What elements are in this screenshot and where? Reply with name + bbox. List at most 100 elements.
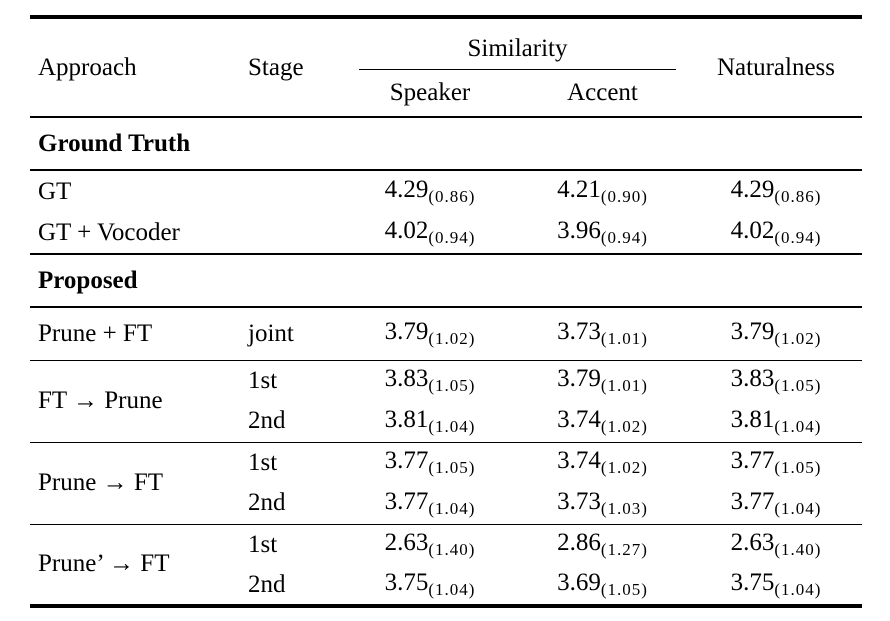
section-title-ground-truth: Ground Truth [30,117,862,171]
col-header-naturalness: Naturalness [690,17,862,118]
score-value: 3.74 [557,447,601,475]
approach-cell: GT + Vocoder [30,212,248,255]
score-value: 3.75 [384,569,429,596]
score-std: (1.01) [600,329,648,349]
speaker-score-cell: 2.63(1.40) [345,524,515,565]
approach-cell: GT [38,177,72,205]
naturalness-score-cell: 3.83(1.05) [690,360,862,401]
table-body: Ground Truth GT 4.29(0.86) 4.21(0.90) 4.… [30,117,862,606]
score-value: 3.75 [730,569,775,596]
stage-cell [248,212,345,255]
score-std: (1.04) [774,580,822,599]
score-value: 3.77 [384,487,429,515]
naturalness-score-cell: 2.63(1.40) [690,524,862,565]
accent-score-cell: 3.74(1.02) [515,442,690,483]
mos-results-table: Approach Stage Similarity Naturalness Sp… [30,15,862,608]
score-value: 3.83 [730,365,775,393]
accent-score-cell: 3.69(1.05) [515,565,690,606]
score-std: (1.02) [600,458,648,478]
score-std: (1.04) [428,580,476,599]
accent-score-cell: 3.96(0.94) [515,212,690,255]
score-std: (1.04) [428,416,476,436]
score-value: 3.81 [730,405,775,433]
score-std: (1.40) [428,540,476,560]
score-std: (0.86) [428,187,476,206]
stage-cell: 2nd [248,483,345,525]
score-value: 3.74 [557,405,601,433]
score-std: (0.90) [600,187,648,206]
accent-score-cell: 3.73(1.01) [515,307,690,361]
score-value: 4.29 [730,176,775,203]
score-std: (1.02) [774,329,822,349]
score-value: 4.21 [557,176,601,203]
col-header-accent: Accent [515,70,690,118]
score-value: 3.81 [384,405,429,433]
speaker-score-cell: 3.81(1.04) [345,401,515,443]
score-std: (1.05) [774,376,822,396]
accent-score-cell: 3.74(1.02) [515,401,690,443]
speaker-score-cell: 3.75(1.04) [345,565,515,606]
score-std: (1.02) [428,329,476,349]
score-value: 4.29 [384,176,429,203]
stage-cell: joint [248,307,345,361]
naturalness-score-cell: 4.02(0.94) [690,212,862,255]
naturalness-score-cell: 3.77(1.05) [690,442,862,483]
col-header-speaker: Speaker [345,70,515,118]
score-std: (1.05) [774,458,822,478]
score-value: 3.79 [730,318,775,346]
stage-cell: 1st [248,448,278,476]
score-value: 3.77 [730,487,775,515]
approach-cell: Prune + FT [30,307,248,361]
score-value: 3.83 [384,365,429,393]
approach-cell: Prune’ → FT [38,550,170,578]
table-header: Approach Stage Similarity Naturalness Sp… [30,17,862,118]
score-std: (0.94) [774,228,822,247]
score-std: (1.02) [600,416,648,436]
section-header-row: Proposed [30,254,862,308]
accent-score-cell: 2.86(1.27) [515,524,690,565]
header-row-2: Speaker Accent [30,70,862,118]
score-value: 3.79 [557,365,601,393]
score-std: (1.05) [428,376,476,396]
score-std: (1.01) [600,376,648,396]
section-title-proposed: Proposed [30,254,862,308]
naturalness-score-cell: 3.75(1.04) [690,565,862,606]
accent-score-cell: 3.73(1.03) [515,483,690,525]
naturalness-score-cell: 3.81(1.04) [690,401,862,443]
header-row-1: Approach Stage Similarity Naturalness [30,17,862,118]
table-row: FT → Prune 1st 3.83(1.05) 3.79(1.01) 3.8… [30,360,862,443]
results-table-wrapper: Approach Stage Similarity Naturalness Sp… [30,15,862,608]
score-std: (0.94) [428,228,476,247]
naturalness-score-cell: 3.77(1.04) [690,483,862,525]
speaker-score-cell: 3.83(1.05) [345,360,515,401]
stage-cell [248,170,345,212]
score-value: 2.63 [730,529,775,557]
stage-cell: 1st [248,366,278,394]
score-std: (0.86) [774,187,822,206]
score-value: 3.69 [557,569,601,596]
table-row: 2nd 3.77(1.04) 3.73(1.03) 3.77(1.04) [30,483,862,525]
speaker-score-cell: 3.77(1.05) [345,442,515,483]
table-row: Prune + FT joint 3.79(1.02) 3.73(1.01) 3… [30,307,862,361]
score-value: 2.63 [384,529,429,557]
col-header-approach: Approach [30,17,248,118]
speaker-score-cell: 4.29(0.86) [345,170,515,212]
table-row: 2nd 3.75(1.04) 3.69(1.05) 3.75(1.04) [30,565,862,606]
speaker-score-cell: 4.02(0.94) [345,212,515,255]
speaker-score-cell: 3.77(1.04) [345,483,515,525]
score-std: (1.05) [600,580,648,599]
accent-score-cell: 3.79(1.01) [515,360,690,401]
similarity-group-label: Similarity [359,35,676,70]
stage-cell: 2nd [248,570,286,598]
score-std: (1.03) [600,498,648,518]
stage-cell: 1st [248,530,278,558]
score-std: (1.04) [774,416,822,436]
approach-cell: FT → Prune [30,360,248,443]
score-value: 4.02 [730,217,775,244]
table-row: GT 4.29(0.86) 4.21(0.90) 4.29(0.86) [30,170,862,212]
speaker-score-cell: 3.79(1.02) [345,307,515,361]
score-std: (1.40) [774,540,822,560]
table-row: 2nd 3.81(1.04) 3.74(1.02) 3.81(1.04) [30,401,862,443]
section-header-row: Ground Truth [30,117,862,171]
table-row: GT + Vocoder 4.02(0.94) 3.96(0.94) 4.02(… [30,212,862,255]
